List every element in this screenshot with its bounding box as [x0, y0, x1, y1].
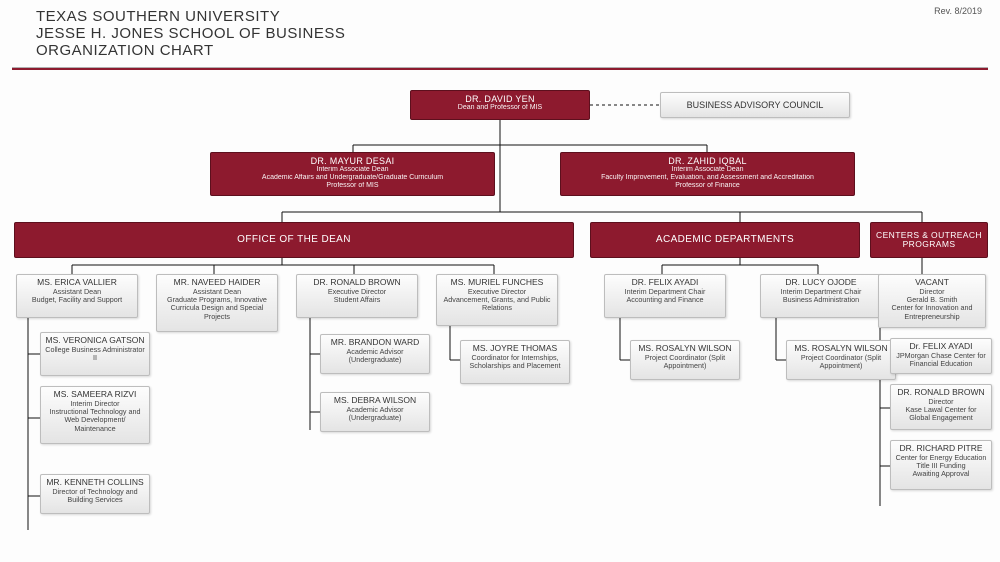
header-line-3: ORGANIZATION CHART [36, 42, 1000, 59]
advisory-label: BUSINESS ADVISORY COUNCIL [687, 100, 824, 110]
centers-2: DR. RONALD BROWN DirectorKase Lawal Cent… [890, 384, 992, 430]
assoc-right-name: DR. ZAHID IQBAL [565, 156, 850, 166]
office-col3-sub-1: MS. DEBRA WILSON Academic Advisor (Under… [320, 392, 430, 432]
office-col1-head: MS. ERICA VALLIER Assistant DeanBudget, … [16, 274, 138, 318]
centers-0: VACANT DirectorGerald B. SmithCenter for… [878, 274, 986, 328]
academic-col1-head: DR. FELIX AYADI Interim Department Chair… [604, 274, 726, 318]
header-line-1: TEXAS SOUTHERN UNIVERSITY [36, 8, 1000, 25]
assoc-dean-right-box: DR. ZAHID IQBAL Interim Associate Dean F… [560, 152, 855, 196]
header-divider [12, 67, 988, 70]
academic-col1-sub-0: MS. ROSALYN WILSON Project Coordinator (… [630, 340, 740, 380]
dean-name: DR. DAVID YEN [415, 94, 585, 104]
office-col2-head: MR. NAVEED HAIDER Assistant DeanGraduate… [156, 274, 278, 332]
revision-label: Rev. 8/2019 [934, 6, 982, 16]
section-academic-header: ACADEMIC DEPARTMENTS [590, 222, 860, 258]
office-col3-sub-0: MR. BRANDON WARD Academic Advisor (Under… [320, 334, 430, 374]
office-col1-sub-0: MS. VERONICA GATSON College Business Adm… [40, 332, 150, 376]
dean-box: DR. DAVID YEN Dean and Professor of MIS [410, 90, 590, 120]
academic-col2-head: DR. LUCY OJODE Interim Department ChairB… [760, 274, 882, 318]
office-col1-sub-1: MS. SAMEERA RIZVI Interim DirectorInstru… [40, 386, 150, 444]
centers-3: DR. RICHARD PITRE Center for Energy Educ… [890, 440, 992, 490]
office-col1-sub-2: MR. KENNETH COLLINS Director of Technolo… [40, 474, 150, 514]
office-col3-head: DR. RONALD BROWN Executive DirectorStude… [296, 274, 418, 318]
header-line-2: JESSE H. JONES SCHOOL OF BUSINESS [36, 25, 1000, 42]
office-col4-sub-0: MS. JOYRE THOMAS Coordinator for Interns… [460, 340, 570, 384]
academic-col2-sub-0: MS. ROSALYN WILSON Project Coordinator (… [786, 340, 896, 380]
section-office-header: OFFICE OF THE DEAN [14, 222, 574, 258]
page-header: TEXAS SOUTHERN UNIVERSITY JESSE H. JONES… [0, 0, 1000, 63]
office-col4-head: MS. MURIEL FUNCHES Executive DirectorAdv… [436, 274, 558, 326]
assoc-left-name: DR. MAYUR DESAI [215, 156, 490, 166]
advisory-council-box: BUSINESS ADVISORY COUNCIL [660, 92, 850, 118]
assoc-dean-left-box: DR. MAYUR DESAI Interim Associate Dean A… [210, 152, 495, 196]
centers-1: Dr. FELIX AYADI JPMorgan Chase Center fo… [890, 338, 992, 374]
dean-role: Dean and Professor of MIS [415, 104, 585, 112]
section-centers-header: CENTERS & OUTREACH PROGRAMS [870, 222, 988, 258]
